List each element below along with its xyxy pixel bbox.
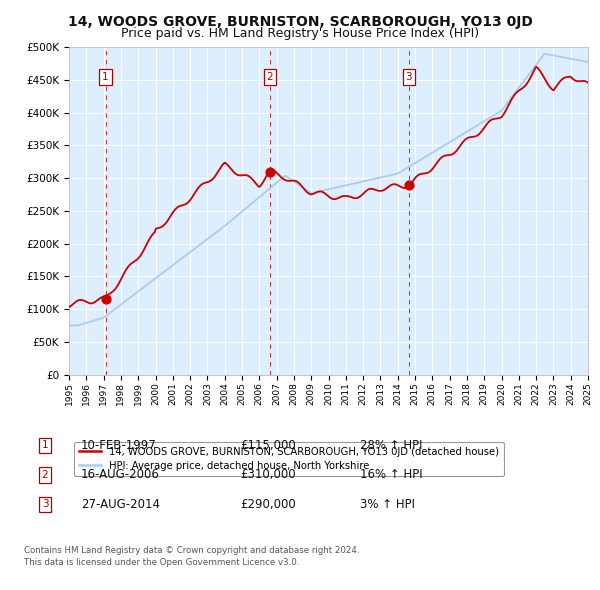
Text: Contains HM Land Registry data © Crown copyright and database right 2024.: Contains HM Land Registry data © Crown c… [24, 546, 359, 555]
Text: 27-AUG-2014: 27-AUG-2014 [81, 498, 160, 511]
Text: 10-FEB-1997: 10-FEB-1997 [81, 439, 157, 452]
Text: 14, WOODS GROVE, BURNISTON, SCARBOROUGH, YO13 0JD: 14, WOODS GROVE, BURNISTON, SCARBOROUGH,… [68, 15, 532, 29]
Text: 3: 3 [41, 500, 49, 509]
Text: 2: 2 [267, 71, 274, 81]
Text: 3% ↑ HPI: 3% ↑ HPI [360, 498, 415, 511]
Text: This data is licensed under the Open Government Licence v3.0.: This data is licensed under the Open Gov… [24, 558, 299, 567]
Point [404, 180, 414, 189]
Text: £115,000: £115,000 [240, 439, 296, 452]
Text: Price paid vs. HM Land Registry's House Price Index (HPI): Price paid vs. HM Land Registry's House … [121, 27, 479, 40]
Text: £290,000: £290,000 [240, 498, 296, 511]
Text: 1: 1 [102, 71, 109, 81]
Point [265, 167, 275, 176]
Text: 3: 3 [406, 71, 412, 81]
Legend: 14, WOODS GROVE, BURNISTON, SCARBOROUGH, YO13 0JD (detached house), HPI: Average: 14, WOODS GROVE, BURNISTON, SCARBOROUGH,… [74, 442, 504, 476]
Text: £310,000: £310,000 [240, 468, 296, 481]
Text: 28% ↑ HPI: 28% ↑ HPI [360, 439, 422, 452]
Text: 16% ↑ HPI: 16% ↑ HPI [360, 468, 422, 481]
Text: 16-AUG-2006: 16-AUG-2006 [81, 468, 160, 481]
Point [101, 294, 110, 304]
Text: 2: 2 [41, 470, 49, 480]
Text: 1: 1 [41, 441, 49, 450]
